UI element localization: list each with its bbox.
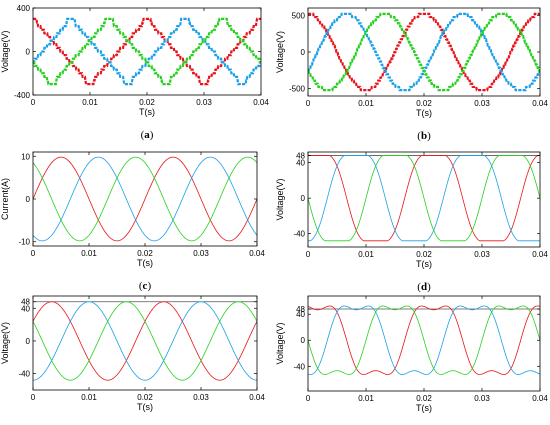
x-tick-label-d: 0.01: [358, 250, 374, 259]
y-tick-label-c: 10: [21, 152, 30, 161]
x-tick-label-f: 0.01: [358, 394, 374, 403]
series-line-c-1: [33, 156, 257, 242]
x-tick-label-e: 0.04: [249, 393, 265, 402]
x-tick-label-e: 0.01: [81, 393, 97, 402]
series-line-f-1: [308, 305, 540, 375]
y-tick-label-a: 0: [26, 48, 31, 57]
x-tick-label-e: 0.03: [193, 393, 209, 402]
series-line-e-0: [33, 301, 257, 381]
series-line-c-0: [33, 156, 257, 242]
series-line-a-0: [33, 17, 261, 86]
series-line-e-2: [33, 301, 257, 381]
y-tick-label-a: -400: [14, 91, 31, 100]
panel-caption-d: (d): [417, 281, 431, 293]
x-axis-label-d: T(s): [416, 259, 432, 269]
panel-caption-a: (a): [141, 129, 154, 141]
series-line-c-2: [33, 156, 257, 242]
x-tick-label-c: 0: [31, 249, 36, 258]
x-tick-label-f: 0.03: [474, 394, 490, 403]
series-line-d-1: [308, 155, 540, 242]
x-tick-label-a: 0.04: [253, 98, 269, 107]
x-tick-label-a: 0: [31, 98, 36, 107]
x-tick-label-b: 0.03: [474, 99, 490, 108]
y-tick-label-b: 0: [301, 48, 306, 57]
x-tick-label-b: 0.01: [358, 99, 374, 108]
x-tick-label-a: 0.03: [196, 98, 212, 107]
series-line-a-2: [33, 17, 261, 86]
x-tick-label-d: 0.02: [416, 250, 432, 259]
y-axis-label-b: Voltage(V): [275, 31, 285, 73]
plot-frame-e: [32, 295, 258, 391]
y-tick-label-d: 0: [301, 194, 306, 203]
y-tick-label-b: 500: [292, 11, 306, 20]
y-tick-label-f: -40: [293, 362, 305, 371]
series-line-f-0: [308, 305, 540, 375]
y-tick-label-e: 40: [21, 304, 30, 313]
y-tick-label-f: 0: [301, 336, 306, 345]
x-axis-label-c: T(s): [137, 258, 153, 268]
panel-a: 0 0.01 0.02 0.03 0.04-4000400T(s)Voltage(V)(…: [0, 4, 269, 141]
series-line-a-1: [33, 17, 261, 86]
x-axis-label-a: T(s): [139, 107, 155, 117]
y-tick-label-d: -40: [293, 230, 305, 239]
y-tick-label-e: 0: [26, 337, 31, 346]
x-tick-label-e: 0.02: [137, 393, 153, 402]
x-tick-label-b: 0.02: [416, 99, 432, 108]
panel-caption-c: (c): [139, 280, 152, 292]
series-line-d-2: [308, 155, 540, 242]
x-tick-label-c: 0.02: [137, 249, 153, 258]
y-axis-label-a: Voltage(V): [0, 30, 10, 72]
panel-e: 00.010.020.030.04-4004048T(s)Voltage(V)(…: [0, 295, 265, 425]
x-tick-label-c: 0.01: [81, 249, 97, 258]
y-tick-label-b: -500: [289, 85, 306, 94]
plot-frame-f: [307, 295, 541, 392]
y-tick-label-d: 48: [296, 152, 305, 161]
y-axis-label-c: Current(A): [0, 178, 10, 220]
x-tick-label-a: 0.02: [139, 98, 155, 107]
x-tick-label-b: 0: [306, 99, 311, 108]
y-tick-label-e: -40: [18, 370, 30, 379]
x-tick-label-d: 0: [306, 250, 311, 259]
x-tick-label-c: 0.04: [249, 249, 265, 258]
x-axis-label-e: T(s): [137, 402, 153, 412]
y-tick-label-d: 40: [296, 159, 305, 168]
x-tick-label-e: 0: [31, 393, 36, 402]
x-tick-label-f: 0.02: [416, 394, 432, 403]
plot-frame-b: [307, 7, 541, 97]
x-tick-label-f: 0: [306, 394, 311, 403]
y-tick-label-f: 40: [296, 310, 305, 319]
x-tick-label-c: 0.03: [193, 249, 209, 258]
y-axis-label-d: Voltage(V): [275, 178, 285, 220]
x-axis-label-f: T(s): [416, 403, 432, 413]
panel-f: 00.010.020.030.04-4004048T(s)Voltage(V)(…: [275, 295, 548, 413]
series-line-d-0: [308, 155, 540, 242]
panel-caption-b: (b): [417, 130, 431, 142]
y-tick-label-f: 48: [296, 305, 305, 314]
y-axis-label-e: Voltage(V): [0, 322, 10, 364]
x-tick-label-a: 0.01: [82, 98, 98, 107]
plot-frame-a: [32, 7, 262, 96]
x-tick-label-d: 0.03: [474, 250, 490, 259]
panel-b: 0 0.01 0.02 0.03 0.04-5000500T(s)Voltage(V)(…: [275, 7, 548, 142]
x-axis-label-b: T(s): [416, 108, 432, 118]
y-axis-label-f: Voltage(V): [275, 322, 285, 364]
y-tick-label-c: 0: [26, 195, 31, 204]
series-line-b-2: [308, 12, 540, 92]
y-tick-label-a: 400: [17, 4, 31, 13]
series-line-f-2: [308, 305, 540, 375]
x-tick-label-d: 0.04: [532, 250, 548, 259]
y-tick-label-c: -10: [18, 238, 30, 247]
x-tick-label-b: 0.04: [532, 99, 548, 108]
series-line-e-1: [33, 301, 257, 381]
x-tick-label-f: 0.04: [532, 394, 548, 403]
y-tick-label-e: 48: [21, 298, 30, 307]
